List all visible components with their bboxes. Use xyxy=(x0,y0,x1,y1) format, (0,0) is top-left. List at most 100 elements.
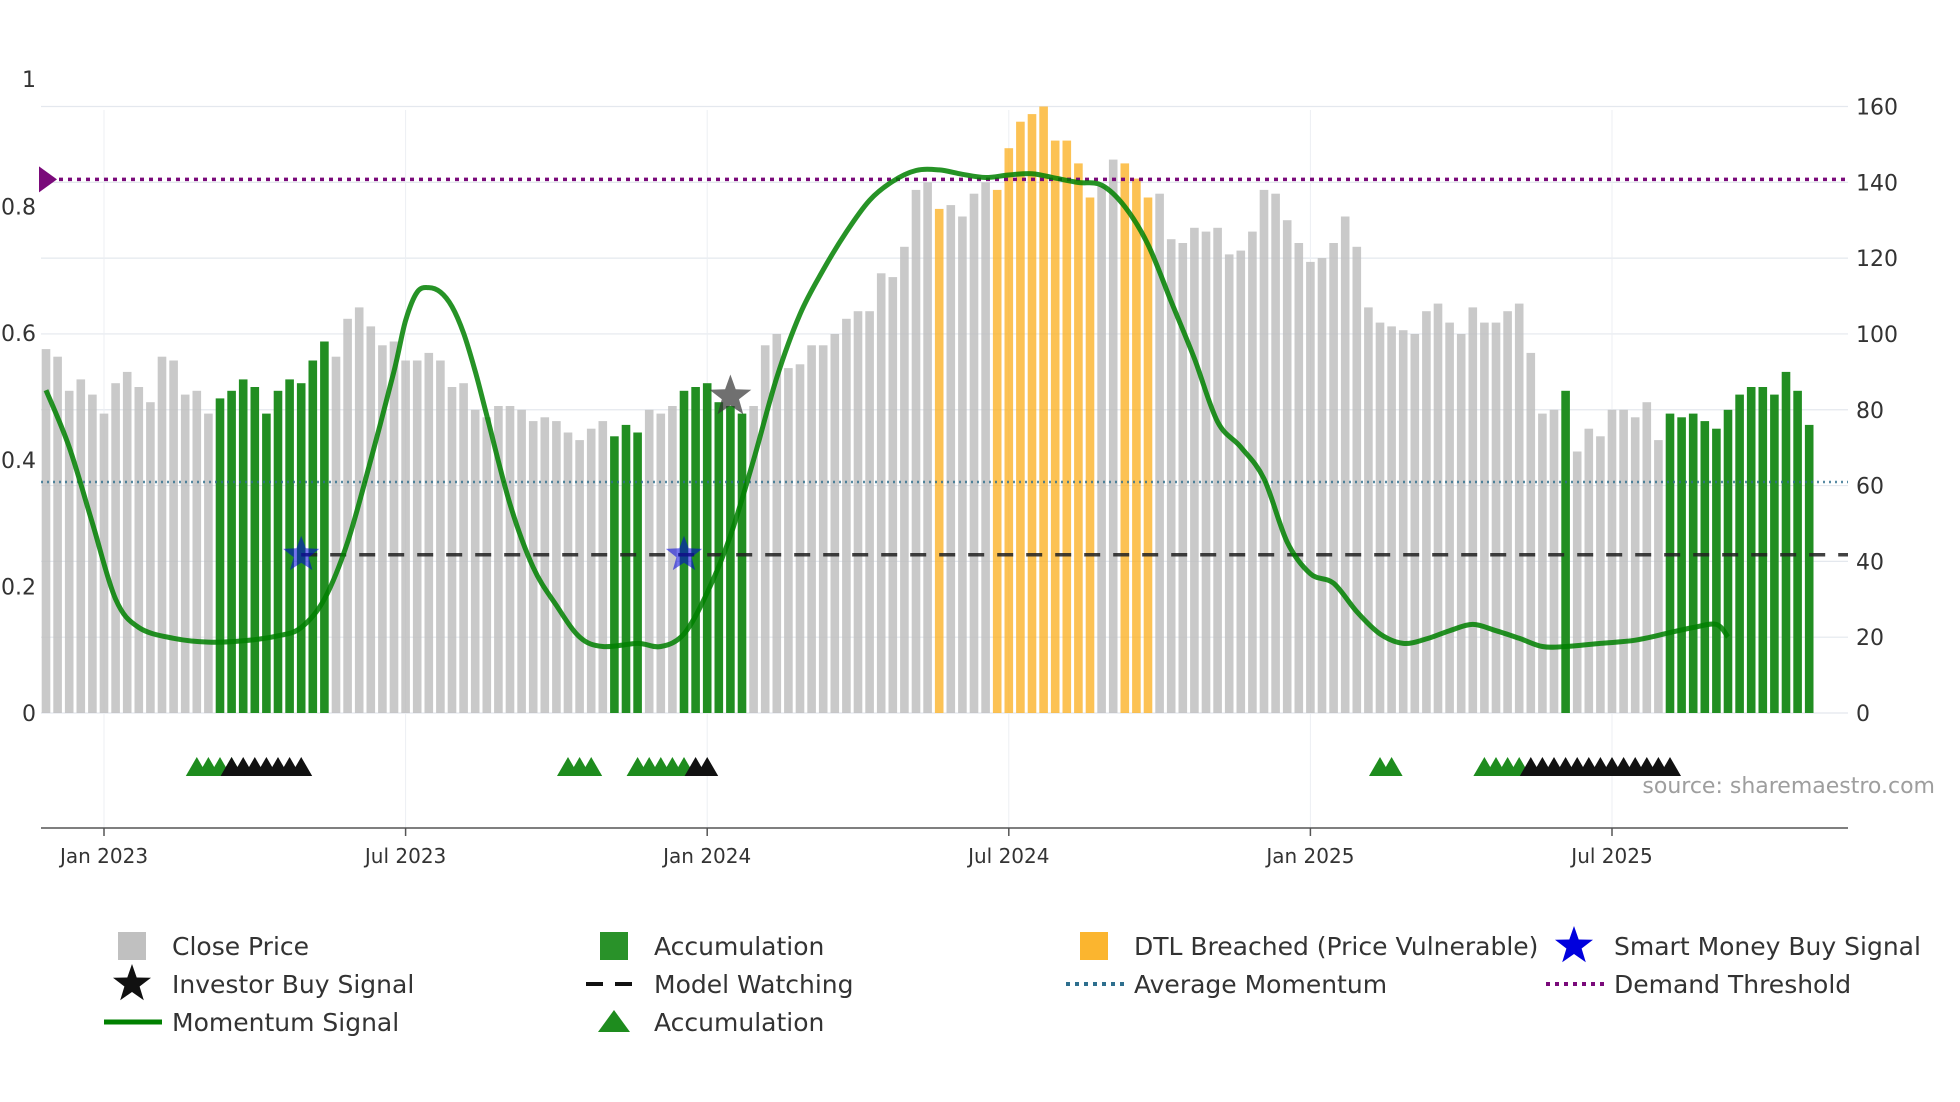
legend-item: DTL Breached (Price Vulnerable) xyxy=(1080,932,1538,961)
legend-star-icon xyxy=(1555,926,1593,963)
price-bar xyxy=(1433,303,1443,713)
price-bar xyxy=(1143,197,1153,713)
accumulation-marker xyxy=(580,757,603,776)
price-bar xyxy=(726,406,735,713)
legend-item: Investor Buy Signal xyxy=(113,964,414,1001)
price-bar xyxy=(1190,227,1199,714)
price-bar xyxy=(1630,417,1640,713)
price-bar xyxy=(76,379,86,713)
axes: 0 0.2 0.4 0.6 0.8 1 0 20 40 60 80 100 120 140 160 Jan 2… xyxy=(1,68,1898,868)
price-bar xyxy=(633,432,642,713)
price-bar xyxy=(41,349,51,713)
price-bar xyxy=(1584,428,1594,713)
price-bar xyxy=(610,436,619,713)
price-bar xyxy=(505,406,515,713)
legend-item: Average Momentum xyxy=(1066,970,1387,999)
investor-buy-signal xyxy=(709,374,752,415)
x-tick-label: Jul 2023 xyxy=(363,844,446,868)
price-bar xyxy=(1607,409,1617,713)
smart-money-buy-signal xyxy=(665,535,703,571)
price-bar xyxy=(888,277,898,713)
legend-item: Demand Threshold xyxy=(1546,970,1851,999)
price-bar xyxy=(1039,106,1048,713)
price-bar xyxy=(1549,409,1559,713)
price-bar xyxy=(1224,254,1234,713)
price-bar xyxy=(1665,413,1675,713)
price-bar xyxy=(911,189,921,713)
legend-swatch xyxy=(1080,932,1108,960)
price-bar xyxy=(1352,246,1362,714)
price-bar xyxy=(204,413,213,713)
x-tick-label: Jan 2023 xyxy=(58,844,148,868)
price-bar xyxy=(1700,421,1710,713)
price-bar xyxy=(1538,413,1547,713)
price-bar xyxy=(656,413,666,713)
price-bar xyxy=(378,345,387,713)
price-bar xyxy=(668,406,677,713)
price-bar xyxy=(343,318,352,713)
price-bar xyxy=(900,246,909,714)
price-bar xyxy=(1166,239,1176,713)
legend-label: Average Momentum xyxy=(1134,970,1387,999)
price-bar xyxy=(923,182,932,714)
price-bar xyxy=(111,383,120,713)
price-bar xyxy=(134,387,144,713)
price-bar xyxy=(1016,121,1025,713)
price-bar xyxy=(1654,440,1663,713)
price-bar xyxy=(1306,261,1315,713)
right-tick-label: 60 xyxy=(1856,475,1884,500)
price-bar xyxy=(459,383,468,713)
price-bar xyxy=(1178,243,1188,713)
price-bar xyxy=(1410,334,1420,713)
price-bar xyxy=(1236,250,1246,713)
legend-item: Close Price xyxy=(118,932,309,961)
price-bar xyxy=(250,387,260,713)
price-bar xyxy=(644,409,654,713)
price-bar xyxy=(1526,352,1536,713)
legend-label: DTL Breached (Price Vulnerable) xyxy=(1134,932,1538,961)
signal-markers xyxy=(283,374,752,571)
price-bar xyxy=(1108,159,1118,714)
price-bar xyxy=(540,417,550,713)
signal-lines xyxy=(39,166,1848,650)
price-bar xyxy=(180,394,190,713)
price-bars xyxy=(41,106,1814,714)
price-bar xyxy=(1085,197,1095,713)
price-bar xyxy=(795,364,805,713)
price-bar xyxy=(436,360,445,713)
price-bar xyxy=(1004,148,1014,713)
momentum-signal-line xyxy=(43,166,1730,650)
right-tick-label: 160 xyxy=(1856,96,1898,121)
price-bar xyxy=(401,360,410,713)
price-bar xyxy=(1491,322,1501,713)
price-bar xyxy=(1781,371,1791,713)
left-tick-label: 1 xyxy=(22,68,36,93)
price-bar xyxy=(1619,409,1628,713)
left-tick-label: 0.2 xyxy=(1,575,36,600)
left-tick-label: 0 xyxy=(22,702,36,727)
price-bar xyxy=(64,390,74,713)
price-bar xyxy=(262,413,271,713)
price-bar xyxy=(308,360,318,713)
price-bar xyxy=(1770,394,1779,713)
price-bar xyxy=(273,390,283,713)
price-bar xyxy=(1398,330,1408,713)
price-bar xyxy=(1120,163,1130,713)
price-bar xyxy=(621,424,631,713)
price-bar xyxy=(215,398,225,713)
price-bar xyxy=(1132,178,1141,714)
legend-label: Close Price xyxy=(172,932,309,961)
price-bar xyxy=(830,334,840,713)
price-bar xyxy=(1027,114,1037,714)
price-bar xyxy=(772,334,782,713)
price-bar xyxy=(552,421,561,713)
price-bar xyxy=(1468,307,1478,713)
price-bar xyxy=(517,409,526,713)
legend-label: Investor Buy Signal xyxy=(172,970,414,999)
legend-label: Momentum Signal xyxy=(172,1008,399,1037)
right-tick-label: 20 xyxy=(1856,626,1884,651)
accumulation-marker xyxy=(1380,757,1403,776)
price-bar xyxy=(737,413,747,713)
price-bar xyxy=(1050,140,1060,714)
price-bar xyxy=(1340,216,1350,713)
